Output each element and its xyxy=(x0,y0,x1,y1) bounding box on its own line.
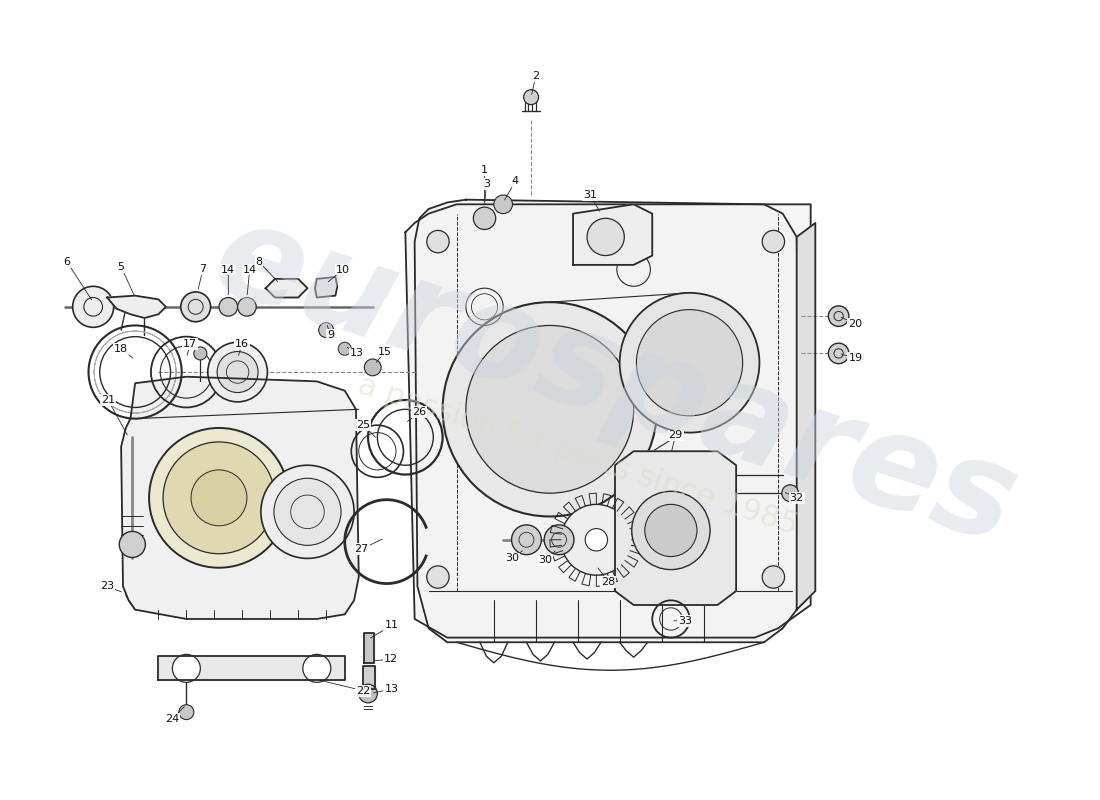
Circle shape xyxy=(119,531,145,558)
Text: 5: 5 xyxy=(118,262,124,272)
Text: 6: 6 xyxy=(64,257,70,267)
Text: 33: 33 xyxy=(678,616,692,626)
Polygon shape xyxy=(405,204,811,638)
Text: 23: 23 xyxy=(100,582,114,591)
Circle shape xyxy=(828,306,849,326)
Text: 19: 19 xyxy=(848,353,862,363)
Circle shape xyxy=(466,326,634,493)
Polygon shape xyxy=(265,279,308,298)
Polygon shape xyxy=(364,633,374,662)
Circle shape xyxy=(338,342,351,355)
Circle shape xyxy=(762,566,784,588)
Text: 11: 11 xyxy=(384,621,398,630)
Circle shape xyxy=(427,230,449,253)
Text: 9: 9 xyxy=(327,330,334,340)
Circle shape xyxy=(219,298,238,316)
Circle shape xyxy=(512,525,541,554)
Circle shape xyxy=(319,322,333,338)
Circle shape xyxy=(191,470,246,526)
Text: 14: 14 xyxy=(221,265,235,274)
Circle shape xyxy=(173,654,200,682)
Text: 17: 17 xyxy=(183,339,197,349)
Circle shape xyxy=(274,478,341,546)
Polygon shape xyxy=(107,296,166,318)
Circle shape xyxy=(208,342,267,402)
Circle shape xyxy=(619,293,759,433)
Text: 15: 15 xyxy=(377,346,392,357)
Polygon shape xyxy=(363,666,375,689)
Text: 24: 24 xyxy=(165,714,179,724)
Text: 27: 27 xyxy=(354,544,368,554)
Circle shape xyxy=(163,442,275,554)
Circle shape xyxy=(494,195,513,214)
Circle shape xyxy=(587,218,625,255)
Circle shape xyxy=(150,428,289,568)
Text: 30: 30 xyxy=(506,554,519,563)
Polygon shape xyxy=(158,656,344,679)
Circle shape xyxy=(238,298,256,316)
Polygon shape xyxy=(796,223,815,610)
Text: 3: 3 xyxy=(483,179,490,189)
Text: a passion for parts since 1985: a passion for parts since 1985 xyxy=(354,371,802,541)
Circle shape xyxy=(179,705,194,720)
Circle shape xyxy=(782,485,799,502)
Circle shape xyxy=(359,684,377,703)
Text: 14: 14 xyxy=(243,265,256,274)
Text: 30: 30 xyxy=(538,555,552,566)
Text: 21: 21 xyxy=(101,395,116,405)
Circle shape xyxy=(524,90,539,105)
Circle shape xyxy=(585,529,607,551)
Text: 8: 8 xyxy=(255,257,263,267)
Polygon shape xyxy=(615,451,736,605)
Text: 13: 13 xyxy=(350,349,364,358)
Circle shape xyxy=(194,347,207,360)
Polygon shape xyxy=(315,277,338,298)
Text: 7: 7 xyxy=(199,264,207,274)
Circle shape xyxy=(637,310,743,416)
Circle shape xyxy=(217,351,258,393)
Text: 13: 13 xyxy=(384,684,398,694)
Text: 22: 22 xyxy=(356,686,371,696)
Text: 12: 12 xyxy=(384,654,398,664)
Text: 31: 31 xyxy=(583,190,597,200)
Circle shape xyxy=(73,286,113,327)
Text: 10: 10 xyxy=(336,265,350,274)
Polygon shape xyxy=(573,204,652,265)
Circle shape xyxy=(261,466,354,558)
Text: 20: 20 xyxy=(848,318,862,329)
Text: 18: 18 xyxy=(114,344,129,354)
Circle shape xyxy=(631,491,710,570)
Circle shape xyxy=(427,566,449,588)
Text: 25: 25 xyxy=(356,420,371,430)
Text: eurospares: eurospares xyxy=(198,192,1032,570)
Circle shape xyxy=(302,654,331,682)
Circle shape xyxy=(561,504,631,575)
Circle shape xyxy=(364,359,381,376)
Circle shape xyxy=(762,230,784,253)
Circle shape xyxy=(828,343,849,364)
Circle shape xyxy=(278,282,289,294)
Polygon shape xyxy=(121,377,359,619)
Text: 4: 4 xyxy=(512,176,519,186)
Text: 32: 32 xyxy=(790,493,804,503)
Circle shape xyxy=(442,302,657,517)
Circle shape xyxy=(544,525,574,554)
Text: 2: 2 xyxy=(532,70,539,81)
Text: 26: 26 xyxy=(412,407,427,417)
Circle shape xyxy=(473,207,496,230)
Text: 28: 28 xyxy=(602,577,616,586)
Polygon shape xyxy=(415,200,801,642)
Circle shape xyxy=(180,292,210,322)
Circle shape xyxy=(645,504,697,557)
Text: 16: 16 xyxy=(235,339,250,349)
Text: 29: 29 xyxy=(669,430,683,441)
Text: 1: 1 xyxy=(481,165,488,175)
